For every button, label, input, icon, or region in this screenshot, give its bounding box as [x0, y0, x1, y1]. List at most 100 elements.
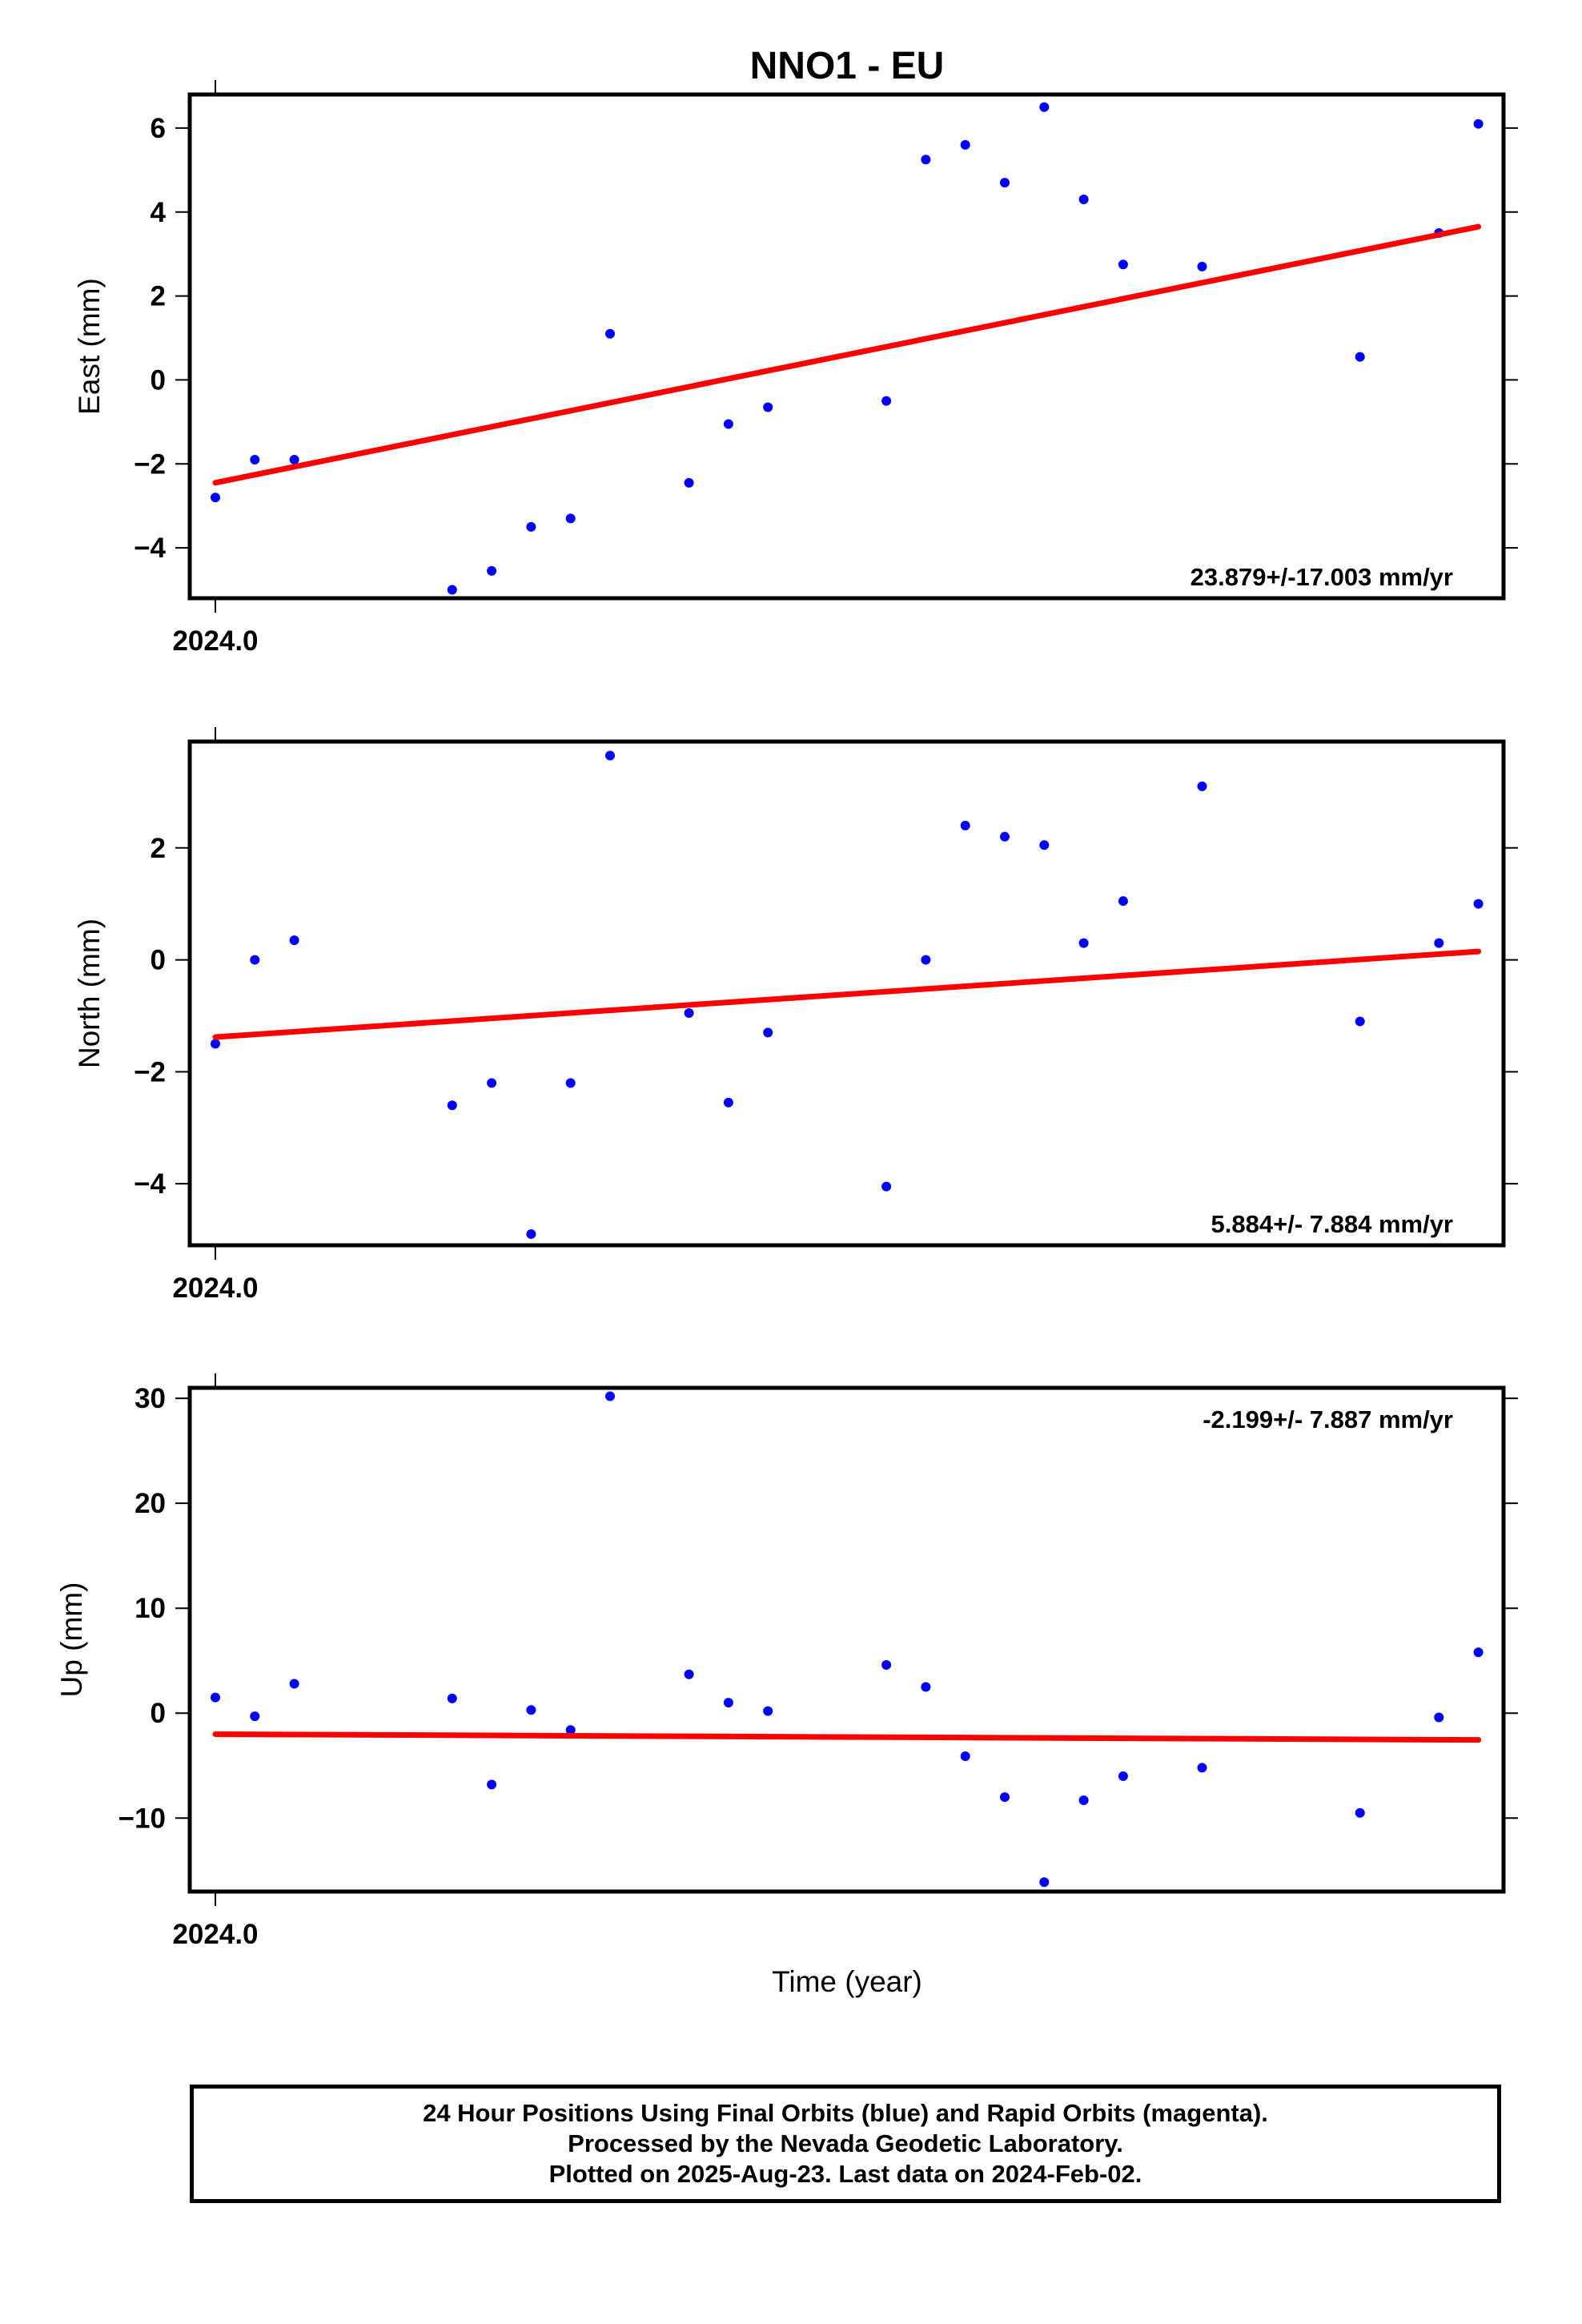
east-data-point — [1473, 119, 1484, 129]
up-data-point — [1039, 1877, 1050, 1888]
up-data-point — [250, 1711, 260, 1722]
north-data-point — [960, 820, 970, 830]
up-data-point — [1434, 1712, 1444, 1723]
up-data-point — [921, 1682, 931, 1692]
north-trend-line — [212, 948, 1482, 1040]
up-ytick-label-0: −10 — [118, 1803, 166, 1834]
east-ytick-label-3: 2 — [151, 281, 166, 312]
north-ytick-label-3: 2 — [151, 833, 166, 864]
up-plot-frame — [187, 1385, 1506, 1894]
east-data-point — [565, 513, 576, 524]
north-xtick-label: 2024.0 — [172, 1273, 258, 1304]
up-data-point — [565, 1725, 576, 1735]
up-data-point — [211, 1692, 220, 1703]
up-rate-label: -2.199+/- 7.887 mm/yr — [1203, 1405, 1453, 1433]
north-data-point — [1355, 1016, 1365, 1027]
east-ytick-label-2: 0 — [151, 364, 166, 396]
north-rate-label: 5.884+/- 7.884 mm/yr — [1211, 1210, 1453, 1238]
chart-panels: −4 −2 0 2 4 6 2024.0 East (mm) 23.879+/-17.003 m… — [55, 80, 1518, 1950]
north-data-point — [526, 1229, 536, 1240]
up-ylabel: Up (mm) — [55, 1582, 88, 1698]
up-data-point — [447, 1693, 457, 1703]
north-data-point — [565, 1078, 576, 1088]
north-ytick-label-1: −2 — [134, 1056, 166, 1088]
north-data-point — [723, 1097, 733, 1108]
east-ylabel: East (mm) — [73, 278, 106, 415]
north-data-point — [250, 955, 260, 965]
east-data-point — [763, 402, 773, 412]
footer-info-box: 24 Hour Positions Using Final Orbits (bl… — [190, 2085, 1501, 2203]
up-ytick-label-1: 0 — [151, 1698, 166, 1729]
north-data-point — [1473, 899, 1484, 909]
north-data-point — [1197, 781, 1207, 791]
panel-east: −4 −2 0 2 4 6 2024.0 East (mm) 23.879+/-17.003 m… — [73, 80, 1518, 657]
up-data-point — [289, 1679, 299, 1689]
north-data-point — [881, 1181, 892, 1192]
north-data-point — [921, 955, 931, 965]
up-data-point — [881, 1659, 892, 1670]
east-plot-frame — [187, 92, 1506, 601]
footer-line-3: Plotted on 2025-Aug-23. Last data on 202… — [548, 2160, 1142, 2188]
north-data-point — [447, 1100, 457, 1111]
panel-up: −10 0 10 20 30 2024.0 Up (mm) -2.199+/- 7.887 m… — [55, 1373, 1518, 1950]
up-data-point — [763, 1706, 773, 1716]
up-data-point — [1197, 1763, 1207, 1773]
up-ytick-label-4: 30 — [135, 1383, 166, 1414]
up-data-point — [1473, 1647, 1484, 1658]
east-data-point — [1039, 102, 1050, 112]
east-data-point — [1000, 178, 1010, 188]
east-data-point — [250, 455, 260, 465]
north-plot-frame — [187, 739, 1506, 1248]
up-data-point — [723, 1698, 733, 1708]
east-ytick-label-5: 6 — [151, 113, 166, 144]
up-data-point — [1355, 1807, 1365, 1818]
up-data-point — [1118, 1771, 1128, 1781]
x-axis-label: Time (year) — [772, 1965, 922, 1998]
up-data-point — [487, 1779, 497, 1790]
east-data-point — [684, 477, 694, 488]
north-data-point — [211, 1039, 220, 1049]
up-data-point — [605, 1391, 615, 1401]
north-data-point — [763, 1027, 773, 1038]
east-rate-label: 23.879+/-17.003 mm/yr — [1191, 563, 1453, 591]
east-data-point — [289, 455, 299, 465]
up-data-point — [1078, 1795, 1089, 1805]
east-data-point — [211, 493, 220, 503]
east-data-point — [1355, 352, 1365, 362]
north-data-point — [1078, 938, 1089, 948]
footer-line-1: 24 Hour Positions Using Final Orbits (bl… — [423, 2099, 1268, 2127]
east-xtick-label: 2024.0 — [172, 625, 258, 657]
north-data-point — [605, 750, 615, 761]
east-data-point — [1197, 261, 1207, 271]
east-data-point — [723, 419, 733, 429]
east-data-point — [1118, 259, 1128, 270]
east-ytick-label-0: −4 — [134, 533, 166, 564]
up-trend-line — [212, 1731, 1482, 1743]
north-data-point — [289, 935, 299, 946]
north-ylabel: North (mm) — [73, 919, 106, 1068]
east-data-point — [605, 328, 615, 339]
up-data-point — [526, 1705, 536, 1715]
east-data-point — [1078, 195, 1089, 205]
east-data-point — [960, 139, 970, 150]
north-data-point — [684, 1007, 694, 1018]
east-data-point — [921, 155, 931, 165]
east-data-point — [487, 565, 497, 576]
east-data-point — [447, 585, 457, 595]
north-ytick-label-2: 0 — [151, 945, 166, 976]
up-data-point — [684, 1669, 694, 1679]
north-ytick-label-0: −4 — [134, 1168, 166, 1200]
up-data-point — [1000, 1792, 1010, 1803]
east-data-point — [881, 396, 892, 406]
east-data-point — [526, 521, 536, 532]
north-data-point — [487, 1078, 497, 1088]
north-data-point — [1000, 831, 1010, 842]
north-data-point — [1118, 896, 1128, 907]
panel-north: −4 −2 0 2 2024.0 North (mm) 5.884+/- 7.884 mm/… — [73, 727, 1518, 1304]
north-data-point — [1039, 840, 1050, 850]
footer-line-2: Processed by the Nevada Geodetic Laborat… — [568, 2129, 1123, 2157]
east-ytick-label-4: 4 — [151, 197, 167, 228]
chart-title: NNO1 - EU — [750, 45, 945, 87]
up-ytick-label-2: 10 — [135, 1593, 166, 1624]
